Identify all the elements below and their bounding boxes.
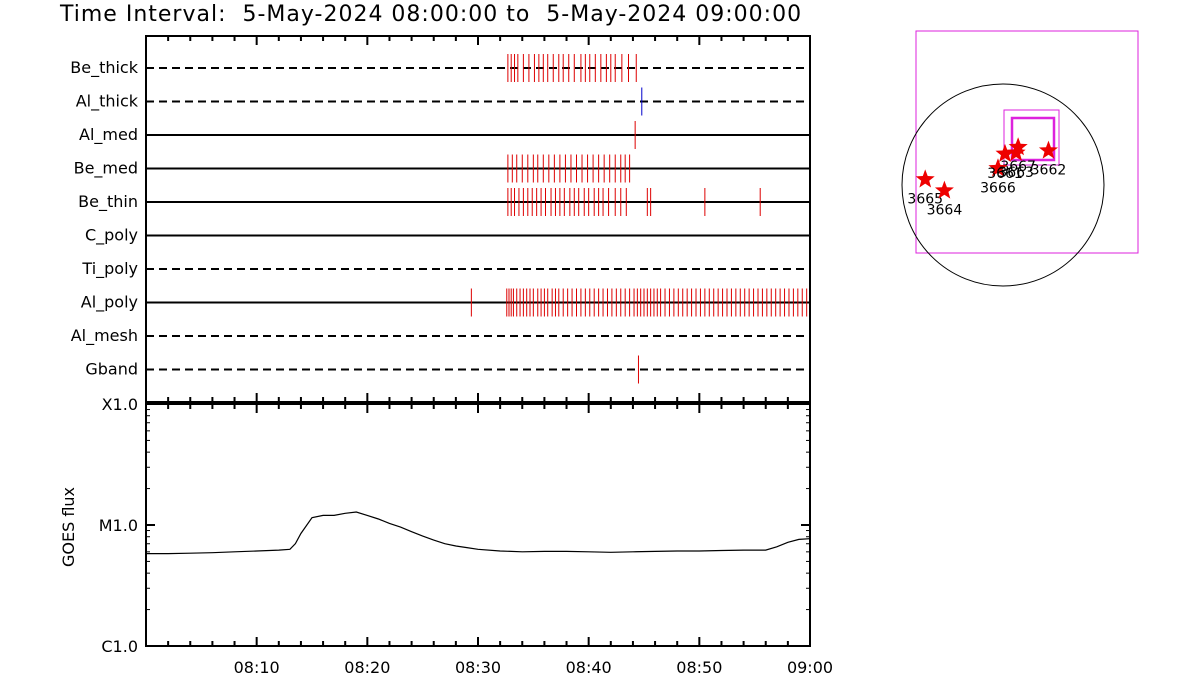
y-tick-label: C1.0 <box>101 637 138 656</box>
active-region-label: 3667 <box>1000 159 1036 175</box>
active-region-label: 3663 <box>998 165 1034 181</box>
channel-label: Al_med <box>79 125 138 145</box>
active-region-label: 3661 <box>987 166 1023 182</box>
channel-label: Be_thick <box>70 58 138 78</box>
y-tick-label: X1.0 <box>102 395 138 414</box>
channel-label: Al_thick <box>76 92 139 112</box>
active-region-star <box>1038 140 1058 159</box>
active-region-star <box>934 180 954 199</box>
x-tick-label: 08:40 <box>566 658 612 677</box>
event-raster-panel: Be_thick Al_thick Al_med Be_med Be_thin C_pol… <box>70 35 811 403</box>
channel-label: Be_med <box>74 159 138 179</box>
y-axis-label: GOES flux <box>59 487 78 567</box>
active-region-label: 3666 <box>980 180 1016 196</box>
fov-box-outer <box>1003 109 1060 166</box>
map-field-box <box>915 30 1139 254</box>
active-region-label: 3664 <box>927 203 963 219</box>
active-region-star <box>1008 137 1028 156</box>
channel-label: Gband <box>85 360 138 379</box>
raster-frame <box>145 35 811 403</box>
active-region-star <box>988 158 1008 177</box>
goes-frame <box>145 403 811 647</box>
x-tick-label: 08:50 <box>676 658 722 677</box>
fov-box-inner <box>1010 116 1056 162</box>
channel-label: Al_poly <box>81 293 138 313</box>
active-region-star <box>995 143 1015 162</box>
x-tick-label: 09:00 <box>787 658 833 677</box>
x-tick-label: 08:10 <box>234 658 280 677</box>
channel-label: Al_mesh <box>71 326 138 346</box>
active-region-label: 3665 <box>907 191 943 207</box>
x-tick-label: 08:20 <box>344 658 390 677</box>
active-region-star <box>1006 142 1026 161</box>
active-region-label: 3662 <box>1031 163 1067 179</box>
y-tick-label: M1.0 <box>99 516 138 535</box>
goes-flux-panel: X1.0 M1.0 C1.0 08:10 08:20 08:30 08:40 08:50 09:… <box>59 395 833 677</box>
channel-label: Be_thin <box>78 192 138 212</box>
x-tick-label: 08:30 <box>455 658 501 677</box>
goes-flux-line <box>146 511 811 555</box>
solar-limb <box>901 83 1105 287</box>
channel-label: Ti_poly <box>81 259 138 279</box>
active-region-star <box>915 169 935 188</box>
channel-label: C_poly <box>85 226 138 246</box>
time-interval-title: Time Interval: 5-May-2024 08:00:00 to 5-… <box>60 2 803 27</box>
